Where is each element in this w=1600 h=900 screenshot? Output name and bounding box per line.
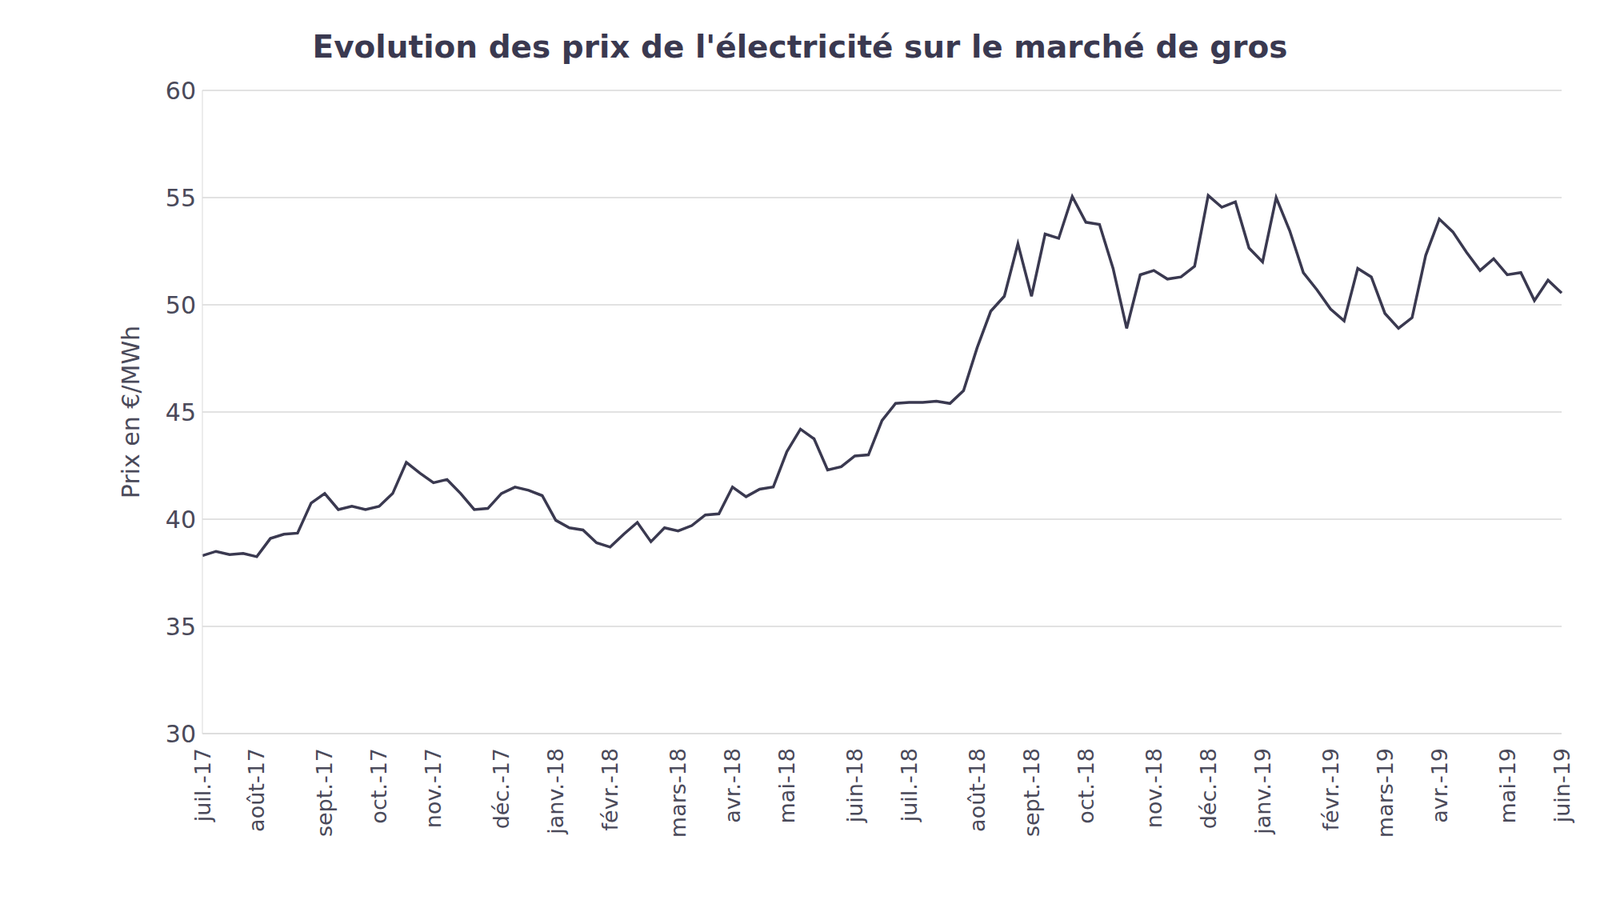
svg-text:août-18: août-18: [964, 748, 990, 832]
svg-text:juin-18: juin-18: [842, 748, 868, 824]
svg-text:juil.-17: juil.-17: [190, 748, 216, 823]
svg-text:janv.-18: janv.-18: [543, 748, 568, 836]
svg-text:mai-19: mai-19: [1495, 748, 1520, 824]
svg-text:mai-18: mai-18: [774, 748, 800, 824]
svg-text:juin-19: juin-19: [1549, 748, 1575, 824]
svg-text:juil.-18: juil.-18: [896, 748, 922, 823]
svg-text:nov.-18: nov.-18: [1141, 748, 1167, 828]
svg-text:50: 50: [165, 291, 196, 320]
svg-text:févr.-19: févr.-19: [1318, 748, 1344, 831]
svg-text:févr.-18: févr.-18: [597, 748, 623, 831]
svg-text:oct.-17: oct.-17: [366, 748, 392, 824]
svg-text:35: 35: [165, 612, 196, 641]
svg-text:sept.-18: sept.-18: [1019, 748, 1044, 837]
svg-text:déc.-17: déc.-17: [488, 748, 514, 829]
svg-text:oct.-18: oct.-18: [1073, 748, 1099, 824]
html-text:Evolution des prix de l'électr: Evolution des prix de l'électricité sur …: [312, 28, 1288, 65]
svg-text:nov.-17: nov.-17: [420, 748, 446, 828]
svg-text:sept.-17: sept.-17: [312, 748, 337, 837]
svg-text:Prix en €/MWh: Prix en €/MWh: [116, 325, 145, 499]
svg-text:avr.-18: avr.-18: [720, 748, 745, 824]
svg-text:janv.-19: janv.-19: [1250, 748, 1276, 836]
svg-text:40: 40: [165, 505, 196, 534]
svg-text:60: 60: [165, 76, 196, 105]
svg-text:avr.-19: avr.-19: [1427, 748, 1452, 824]
svg-text:30: 30: [165, 720, 196, 748]
svg-text:déc.-18: déc.-18: [1196, 748, 1221, 829]
svg-text:55: 55: [165, 184, 196, 212]
svg-text:mars-18: mars-18: [665, 748, 691, 838]
svg-text:août-17: août-17: [244, 748, 269, 832]
svg-text:45: 45: [165, 398, 196, 427]
svg-text:mars-19: mars-19: [1372, 748, 1398, 838]
